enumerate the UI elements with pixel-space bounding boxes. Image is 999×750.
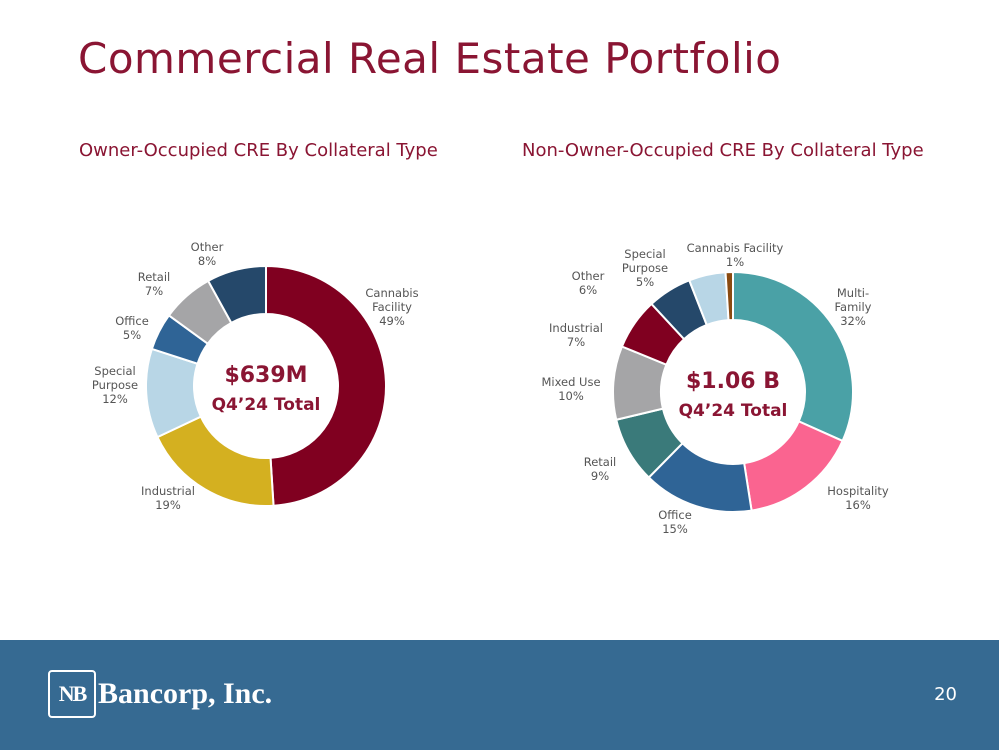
slice-label-other: Other 8% [191,240,224,268]
slice-label-other: Other 6% [572,269,605,297]
logo-mark-icon: NB [48,670,96,718]
company-logo: NB Bancorp, Inc. [48,668,272,720]
center-total-value: $639M [224,363,307,388]
slice-label-multi-family: Multi-Family 32% [834,286,871,328]
slice-label-industrial: Industrial 7% [549,321,603,349]
center-total-label: Q4’24 Total [679,401,788,421]
slice-label-retail: Retail 7% [138,270,171,298]
slice-label-cannabis-facility: Cannabis Facility 49% [365,286,418,328]
center-total-value: $1.06 B [686,369,780,394]
slice-label-cannabis-facility: Cannabis Facility 1% [687,241,784,269]
slice-label-industrial: Industrial 19% [141,484,195,512]
slice-multi-family [732,270,854,443]
center-total-label: Q4’24 Total [212,395,321,415]
slice-label-special-purpose: Special Purpose 12% [92,364,138,406]
slice-label-retail: Retail 9% [584,455,617,483]
slice-label-special-purpose: Special Purpose 5% [622,247,668,289]
owner-occupied-donut-chart: Cannabis Facility 49% Industrial 19% Special P… [92,240,419,512]
slice-label-hospitality: Hospitality 16% [827,484,889,512]
chart-title-non-owner-occupied: Non-Owner-Occupied CRE By Collateral Typ… [522,140,924,161]
company-name: Bancorp, Inc. [98,677,273,710]
page-title: Commercial Real Estate Portfolio [78,34,782,83]
chart-title-owner-occupied: Owner-Occupied CRE By Collateral Type [79,140,438,161]
slice-label-office: Office 15% [658,508,692,536]
footer-bar: NB Bancorp, Inc. 20 [0,640,999,750]
slice-cannabis-facility [724,270,734,322]
slice-cannabis-facility [265,264,387,507]
slice-label-office: Office 5% [115,314,149,342]
non-owner-occupied-donut-chart: Multi-Family 32% Hospitality 16% Office 15% Re… [541,241,889,536]
slice-other [206,264,267,325]
slice-label-mixed-use: Mixed Use 10% [541,375,600,403]
page-number: 20 [934,684,957,705]
